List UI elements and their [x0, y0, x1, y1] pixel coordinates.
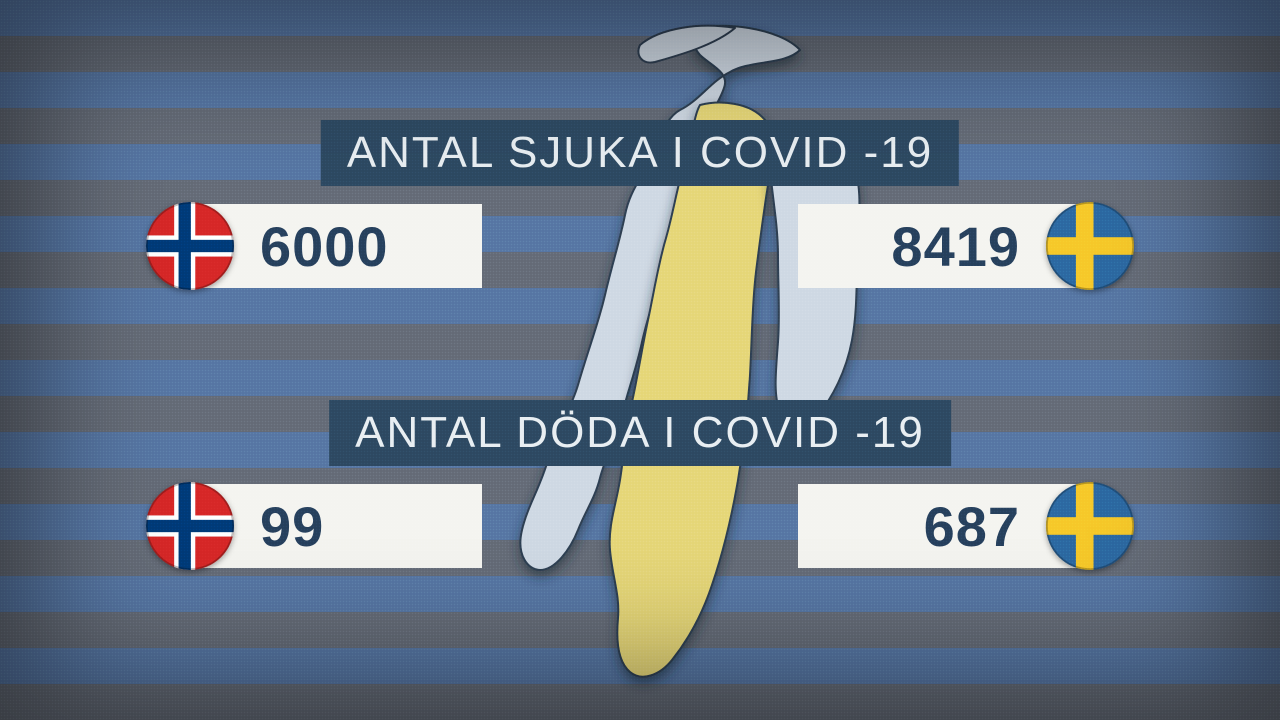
background-stripes [0, 0, 1280, 720]
value-number: 99 [260, 494, 324, 559]
value-number: 6000 [260, 214, 389, 279]
value-number: 8419 [891, 214, 1020, 279]
value-box-sweden: 687 [798, 484, 1090, 568]
value-box-sweden: 8419 [798, 204, 1090, 288]
value-number: 687 [924, 494, 1020, 559]
value-row: 6000 8419 [190, 204, 1090, 294]
section-0: ANTAL SJUKA I COVID -19 6000 8419 [190, 120, 1090, 294]
norway-flag-icon [146, 202, 234, 290]
value-box-norway: 99 [190, 484, 482, 568]
norway-flag-icon [146, 482, 234, 570]
section-1: ANTAL DÖDA I COVID -1999 687 [190, 400, 1090, 574]
sweden-flag-icon [1046, 482, 1134, 570]
section-title: ANTAL DÖDA I COVID -19 [329, 400, 951, 466]
value-box-norway: 6000 [190, 204, 482, 288]
sweden-flag-icon [1046, 202, 1134, 290]
section-title: ANTAL SJUKA I COVID -19 [321, 120, 959, 186]
infographic-stage: ANTAL SJUKA I COVID -19 6000 8419 ANTAL D… [0, 0, 1280, 720]
value-row: 99 687 [190, 484, 1090, 574]
